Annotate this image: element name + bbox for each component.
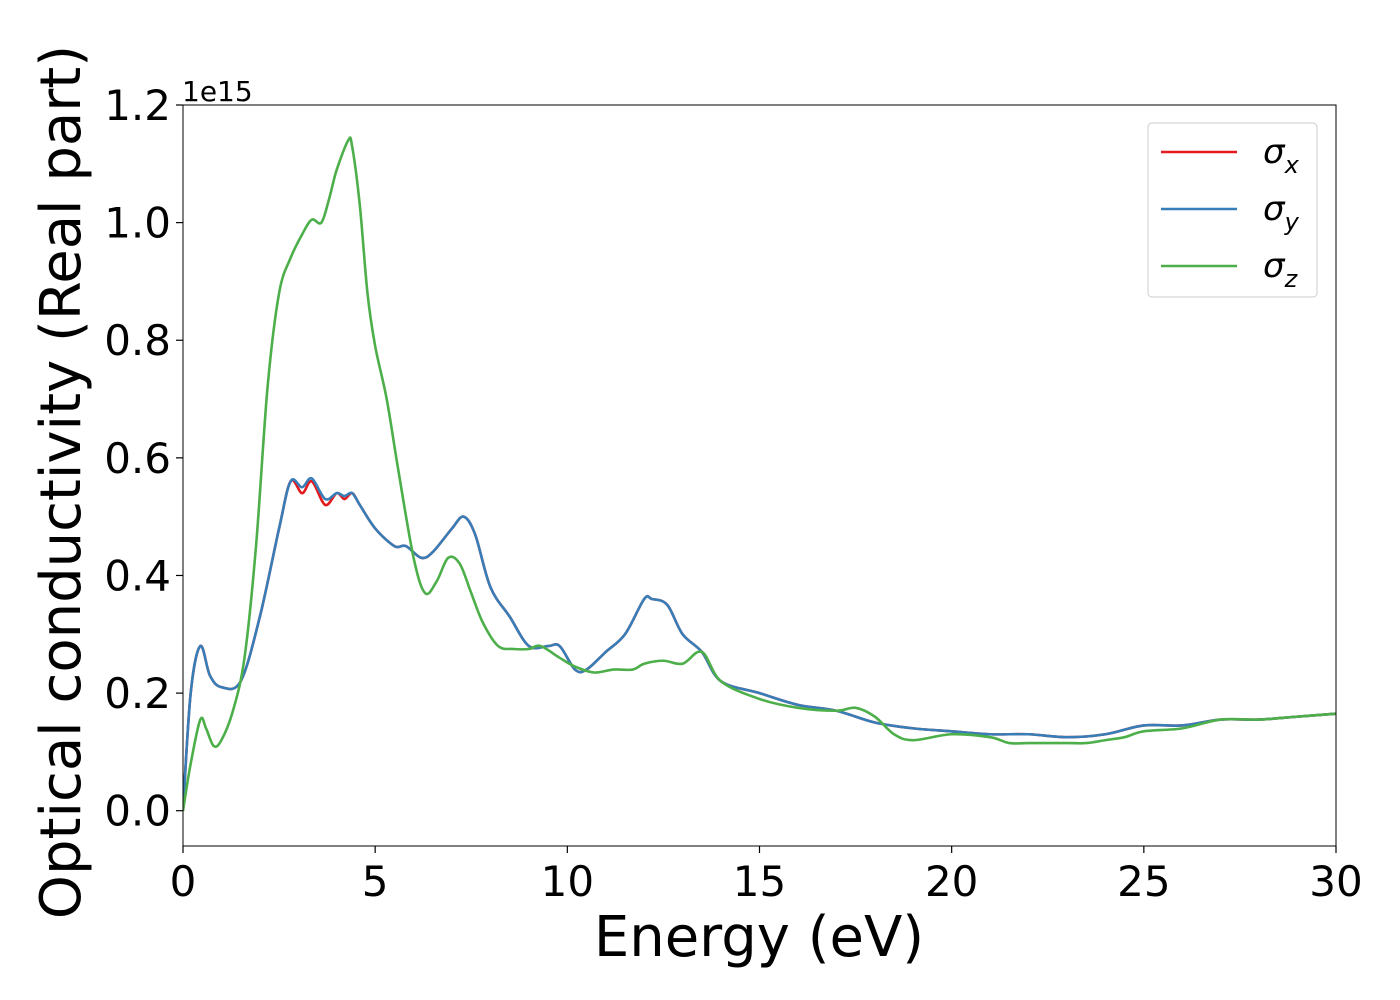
plot-area	[183, 136, 1336, 811]
axes-frame	[182, 104, 1337, 847]
x-tick-label: 20	[925, 857, 978, 906]
x-axis: 0 5 10 15 20 25 30	[170, 846, 1363, 906]
y-tick-label: 1.0	[104, 199, 171, 248]
y-tick-label: 0.8	[104, 316, 171, 365]
y-tick-label: 0.6	[104, 434, 171, 483]
legend-symbol: σ	[1263, 189, 1286, 229]
y-axis: 0.0 0.2 0.4 0.6 0.8 1.0 1.2	[104, 81, 183, 836]
x-tick-label: 5	[362, 857, 389, 906]
x-tick-label: 15	[733, 857, 786, 906]
legend-subscript: z	[1284, 265, 1299, 293]
legend-symbol: σ	[1263, 132, 1286, 172]
y-offset-label: 1e15	[182, 75, 253, 108]
series-line-sigma-z	[183, 136, 1336, 811]
x-tick-label: 25	[1117, 857, 1170, 906]
y-tick-label: 1.2	[104, 81, 171, 130]
x-axis-title: Energy (eV)	[594, 905, 924, 970]
y-tick-label: 0.0	[104, 787, 171, 836]
legend-label-sigma-x: σx	[1263, 132, 1300, 179]
x-tick-label: 0	[170, 857, 197, 906]
legend-label-sigma-y: σy	[1263, 189, 1300, 236]
legend-subscript: x	[1284, 151, 1300, 179]
y-tick-label: 0.2	[104, 669, 171, 718]
legend-symbol: σ	[1263, 246, 1286, 286]
y-tick-label: 0.4	[104, 551, 171, 600]
y-axis-title: Optical conductivity (Real part)	[29, 45, 94, 919]
x-tick-label: 10	[541, 857, 594, 906]
x-tick-label: 30	[1309, 857, 1362, 906]
legend-subscript: y	[1284, 208, 1300, 236]
legend-label-sigma-z: σz	[1263, 246, 1299, 293]
